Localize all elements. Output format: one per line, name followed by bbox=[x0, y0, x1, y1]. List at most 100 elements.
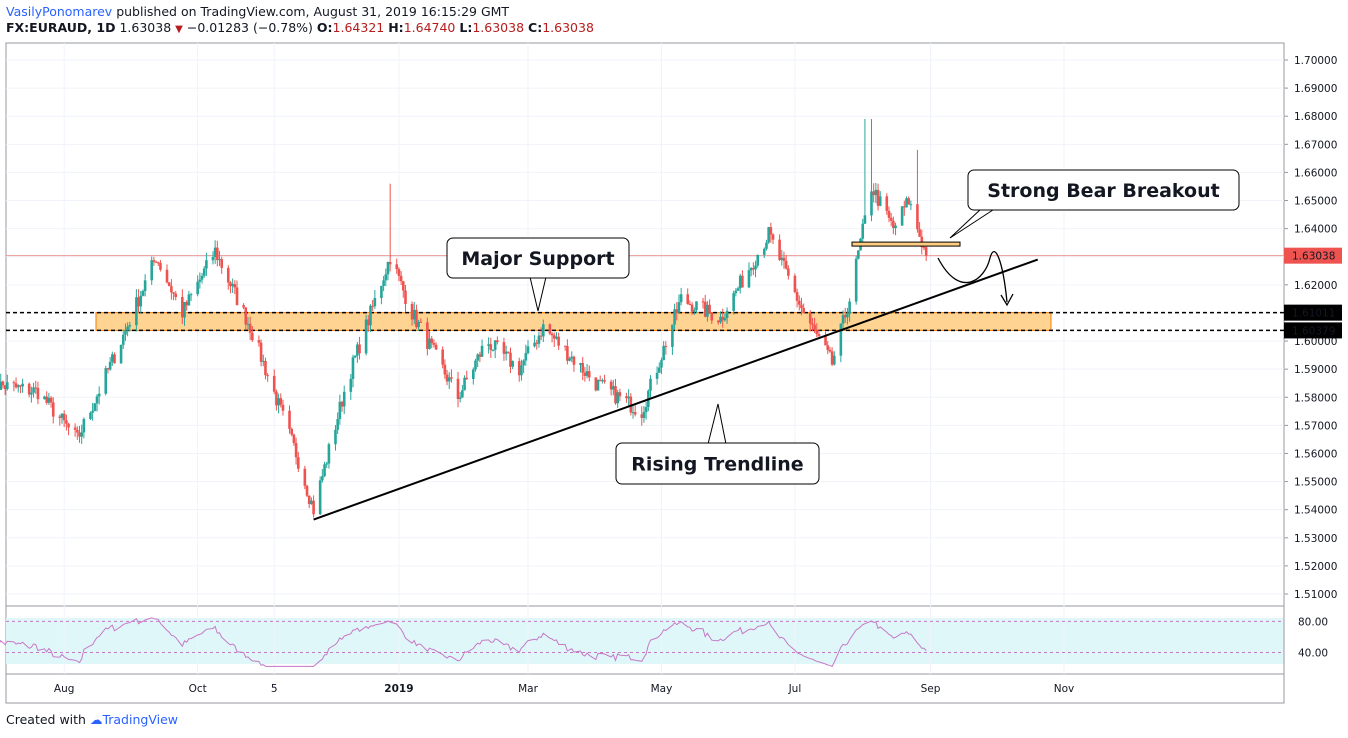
candle-body bbox=[434, 344, 438, 350]
candle-body bbox=[443, 364, 447, 375]
candle-body bbox=[60, 413, 64, 418]
breakout-level[interactable] bbox=[851, 241, 961, 247]
candle-body bbox=[395, 264, 399, 270]
candle-body bbox=[312, 500, 315, 515]
candle-body bbox=[382, 280, 385, 286]
last-price: 1.63038 bbox=[119, 20, 172, 35]
candle-body bbox=[141, 290, 145, 296]
candle-body bbox=[780, 257, 784, 260]
candle-body bbox=[108, 361, 112, 370]
projection-path bbox=[937, 251, 1008, 303]
candle-body bbox=[198, 279, 202, 282]
candle-body bbox=[797, 300, 801, 305]
candle-body bbox=[905, 198, 908, 208]
candle-body bbox=[854, 258, 858, 302]
candle-body bbox=[294, 443, 298, 458]
callout-box[interactable] bbox=[446, 237, 630, 279]
candle-body bbox=[202, 268, 206, 276]
callout-pointer bbox=[529, 276, 547, 312]
candle-body bbox=[572, 356, 576, 365]
candle-body bbox=[126, 326, 129, 331]
tradingview-logo-icon[interactable]: ☁ bbox=[89, 712, 103, 727]
candle-body bbox=[717, 320, 720, 323]
chart-header: VasilyPonomarev published on TradingView… bbox=[6, 4, 594, 38]
candle-body bbox=[170, 286, 173, 293]
candle-body bbox=[91, 410, 94, 413]
author-link[interactable]: VasilyPonomarev bbox=[6, 4, 113, 19]
candle-body bbox=[863, 215, 867, 224]
candle-body bbox=[916, 204, 919, 230]
candle-body bbox=[257, 340, 261, 343]
candle-body bbox=[78, 432, 81, 437]
candle-body bbox=[279, 398, 283, 405]
candle-body bbox=[493, 340, 497, 350]
callout-pointer bbox=[707, 403, 727, 445]
candle-body bbox=[734, 290, 738, 294]
candle-body bbox=[384, 274, 388, 281]
candle-body bbox=[762, 248, 766, 255]
y-tick-label: 1.52000 bbox=[1294, 561, 1337, 573]
candle-body bbox=[189, 294, 193, 296]
price-badge bbox=[1284, 322, 1342, 339]
candle-body bbox=[73, 427, 77, 430]
rsi-tick-label: 80.00 bbox=[1298, 616, 1328, 628]
down-triangle-icon: ▼ bbox=[175, 24, 183, 35]
candle-body bbox=[128, 325, 132, 327]
price-badge bbox=[1284, 247, 1342, 264]
candle-body bbox=[351, 357, 355, 379]
candle-body bbox=[502, 342, 506, 354]
candle-body bbox=[154, 261, 158, 263]
candle-body bbox=[609, 381, 613, 390]
candle-body bbox=[369, 305, 372, 326]
candle-body bbox=[292, 434, 296, 444]
candle-body bbox=[432, 342, 436, 345]
candle-body bbox=[430, 338, 434, 343]
candle-body bbox=[185, 301, 189, 306]
candle-body bbox=[12, 382, 16, 384]
callouts: Major Support Strong Bear Breakout Rising … bbox=[446, 169, 1240, 485]
candle-body bbox=[426, 322, 429, 349]
candle-body bbox=[21, 383, 24, 387]
candle-body bbox=[417, 321, 420, 328]
candle-body bbox=[708, 304, 711, 313]
candle-body bbox=[216, 247, 219, 261]
candle-body bbox=[721, 316, 725, 321]
created-with-text: Created with bbox=[6, 712, 86, 727]
candle-body bbox=[924, 247, 928, 256]
candle-body bbox=[894, 225, 897, 229]
candle-body bbox=[259, 342, 263, 362]
candle-body bbox=[43, 396, 46, 400]
low-label: L: bbox=[459, 20, 473, 35]
candle-body bbox=[861, 223, 865, 239]
candle-body bbox=[579, 363, 582, 365]
candle-body bbox=[80, 432, 83, 437]
candle-body bbox=[548, 324, 552, 334]
x-tick-label: Mar bbox=[518, 683, 538, 695]
candle-body bbox=[244, 307, 248, 325]
callout-pointer bbox=[949, 207, 997, 239]
tradingview-brand[interactable]: TradingView bbox=[102, 712, 178, 727]
candle-body bbox=[568, 358, 571, 361]
candle-body bbox=[489, 344, 493, 350]
support-zone[interactable] bbox=[95, 312, 1052, 331]
rising-trendline[interactable] bbox=[313, 258, 1039, 521]
candle-body bbox=[334, 429, 337, 445]
candle-body bbox=[218, 259, 221, 261]
symbol-label: FX:EURAUD, 1D bbox=[6, 20, 116, 35]
candle-body bbox=[507, 351, 510, 353]
x-tick-label: 2019 bbox=[384, 683, 413, 695]
callout-label: Rising Trendline bbox=[631, 454, 803, 476]
candle-body bbox=[675, 309, 679, 313]
callout-box[interactable] bbox=[615, 442, 820, 485]
y-tick-label: 1.69000 bbox=[1294, 83, 1337, 95]
candle-body bbox=[172, 292, 175, 294]
callout-box[interactable] bbox=[967, 169, 1240, 211]
candle-body bbox=[725, 310, 729, 319]
candle-body bbox=[703, 301, 707, 317]
candle-body bbox=[62, 413, 66, 421]
candle-body bbox=[566, 346, 569, 361]
candle-body bbox=[303, 468, 307, 486]
candle-body bbox=[616, 392, 619, 404]
candle-body bbox=[174, 293, 178, 297]
